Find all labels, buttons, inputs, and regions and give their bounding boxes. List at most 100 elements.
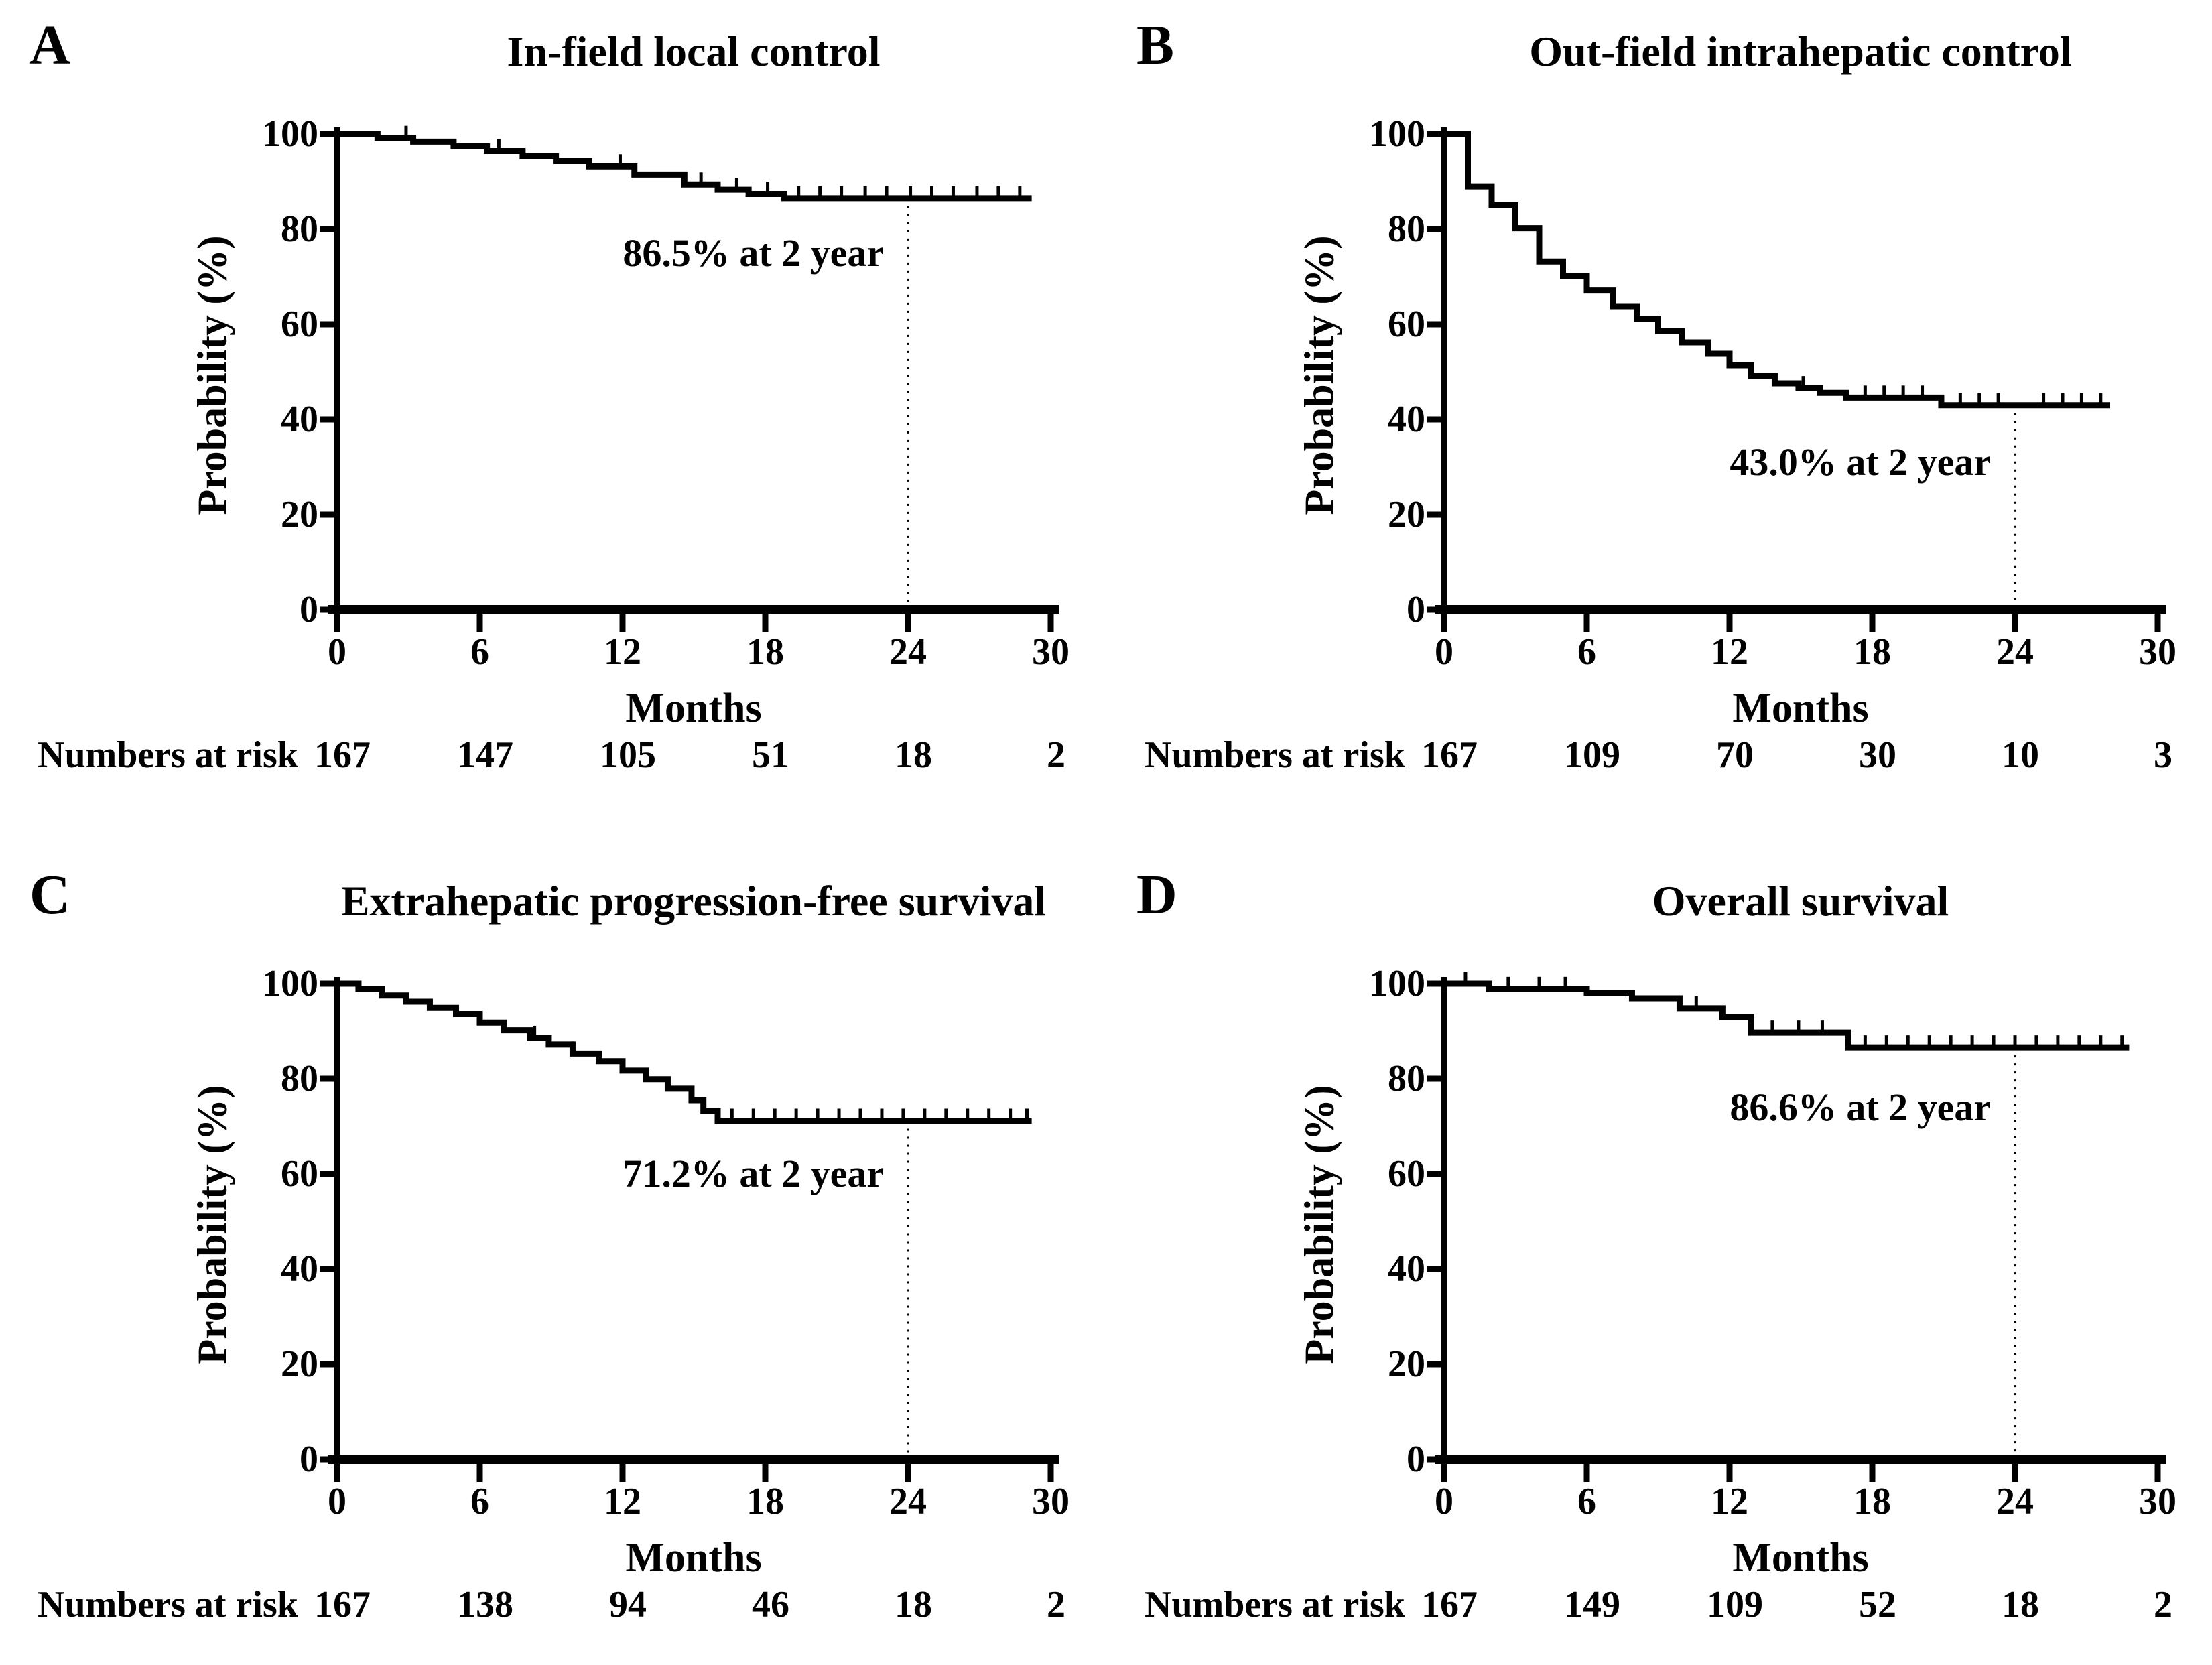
numbers-at-risk-value: 94 [609,1584,647,1625]
x-tick-label: 12 [1711,1481,1748,1522]
numbers-at-risk-label: Numbers at risk [1145,1584,1405,1625]
numbers-at-risk-label: Numbers at risk [1145,734,1405,776]
numbers-at-risk-value: 138 [457,1584,513,1625]
y-tick-label: 100 [1369,963,1425,1004]
y-axis-title: Probability (%) [1297,1085,1343,1365]
km-plot-c [320,977,1059,1482]
y-tick-label: 20 [1388,494,1425,535]
panel-letter: C [29,864,70,926]
x-tick-label: 30 [2139,1481,2176,1522]
panel-letter: B [1136,14,1175,76]
x-tick-label: 30 [2139,631,2176,673]
numbers-at-risk-value: 167 [1421,734,1478,776]
x-tick-label: 24 [1996,1481,2034,1522]
y-tick-label: 80 [281,208,318,250]
panel-letter: A [29,14,70,76]
survival-annotation: 86.5% at 2 year [623,230,885,275]
x-tick-label: 12 [604,631,641,673]
y-tick-label: 80 [1388,208,1425,250]
numbers-at-risk-value: 51 [752,734,789,776]
numbers-at-risk-value: 105 [600,734,656,776]
numbers-at-risk-label: Numbers at risk [38,734,298,776]
y-tick-label: 20 [281,494,318,535]
y-tick-label: 40 [1388,399,1425,440]
survival-step-curve [1444,131,2110,409]
numbers-at-risk-value: 18 [2002,1584,2039,1625]
x-tick-label: 24 [889,1481,927,1522]
numbers-at-risk-value: 70 [1716,734,1754,776]
panel-b: B Out-field intrahepatic control Probabi… [1107,0,2212,815]
km-plot-d [1427,972,2166,1482]
numbers-at-risk-value: 109 [1564,734,1620,776]
numbers-at-risk-value: 167 [314,1584,371,1625]
x-tick-label: 6 [470,631,489,673]
numbers-at-risk-value: 3 [2154,734,2172,776]
x-axis-title: Months [1732,685,1869,731]
y-tick-label: 60 [281,1153,318,1195]
x-tick-label: 0 [328,1481,346,1522]
numbers-at-risk-value: 167 [314,734,371,776]
panel-d: D Overall survival Probability (%) Month… [1107,850,2212,1665]
numbers-at-risk-value: 167 [1421,1584,1478,1625]
x-tick-label: 12 [604,1481,641,1522]
numbers-at-risk-value: 30 [1859,734,1896,776]
numbers-at-risk-value: 18 [895,734,932,776]
x-tick-label: 18 [1853,631,1891,673]
panel-title: In-field local control [507,27,881,75]
x-tick-label: 30 [1032,1481,1069,1522]
y-tick-label: 40 [1388,1248,1425,1290]
km-plot-b [1427,127,2166,632]
x-tick-label: 18 [746,631,784,673]
x-axis-title: Months [625,685,762,731]
y-tick-label: 40 [281,1248,318,1290]
panel-title: Out-field intrahepatic control [1529,27,2072,75]
y-tick-label: 0 [300,589,318,630]
x-tick-label: 24 [1996,631,2034,673]
y-axis-title: Probability (%) [190,235,236,515]
numbers-at-risk-value: 2 [1047,1584,1065,1625]
panel-title: Overall survival [1652,877,1949,925]
numbers-at-risk-value: 10 [2002,734,2039,776]
y-tick-label: 100 [262,963,318,1004]
survival-annotation: 43.0% at 2 year [1730,440,1992,484]
numbers-at-risk-value: 46 [752,1584,789,1625]
y-tick-label: 80 [281,1058,318,1100]
y-tick-label: 100 [1369,113,1425,155]
x-tick-label: 6 [1577,631,1596,673]
x-tick-label: 6 [470,1481,489,1522]
panel-c: C Extrahepatic progression-free survival… [0,850,1105,1665]
panel-a: A In-field local control Probability (%)… [0,0,1105,815]
numbers-at-risk-value: 52 [1859,1584,1896,1625]
survival-step-curve [1444,980,2130,1051]
x-tick-label: 6 [1577,1481,1596,1522]
y-axis-title: Probability (%) [1297,235,1343,515]
y-tick-label: 40 [281,399,318,440]
survival-step-curve [337,980,1032,1124]
x-tick-label: 24 [889,631,927,673]
survival-step-curve [337,131,1032,202]
x-tick-label: 18 [1853,1481,1891,1522]
numbers-at-risk-value: 2 [1047,734,1065,776]
x-axis-title: Months [1732,1535,1869,1581]
survival-annotation: 71.2% at 2 year [623,1152,885,1195]
numbers-at-risk-value: 149 [1564,1584,1620,1625]
numbers-at-risk-value: 147 [457,734,513,776]
y-tick-label: 0 [1407,1439,1425,1480]
survival-annotation: 86.6% at 2 year [1730,1085,1992,1129]
y-tick-label: 60 [281,304,318,345]
y-tick-label: 0 [1407,589,1425,630]
km-plot-a [320,125,1059,632]
y-tick-label: 20 [281,1343,318,1385]
x-tick-label: 0 [1435,1481,1453,1522]
x-tick-label: 18 [746,1481,784,1522]
numbers-at-risk-value: 2 [2154,1584,2172,1625]
y-tick-label: 20 [1388,1343,1425,1385]
y-tick-label: 60 [1388,1153,1425,1195]
x-tick-label: 30 [1032,631,1069,673]
x-tick-label: 12 [1711,631,1748,673]
y-tick-label: 100 [262,113,318,155]
y-axis-title: Probability (%) [190,1085,236,1365]
y-tick-label: 80 [1388,1058,1425,1100]
x-tick-label: 0 [328,631,346,673]
